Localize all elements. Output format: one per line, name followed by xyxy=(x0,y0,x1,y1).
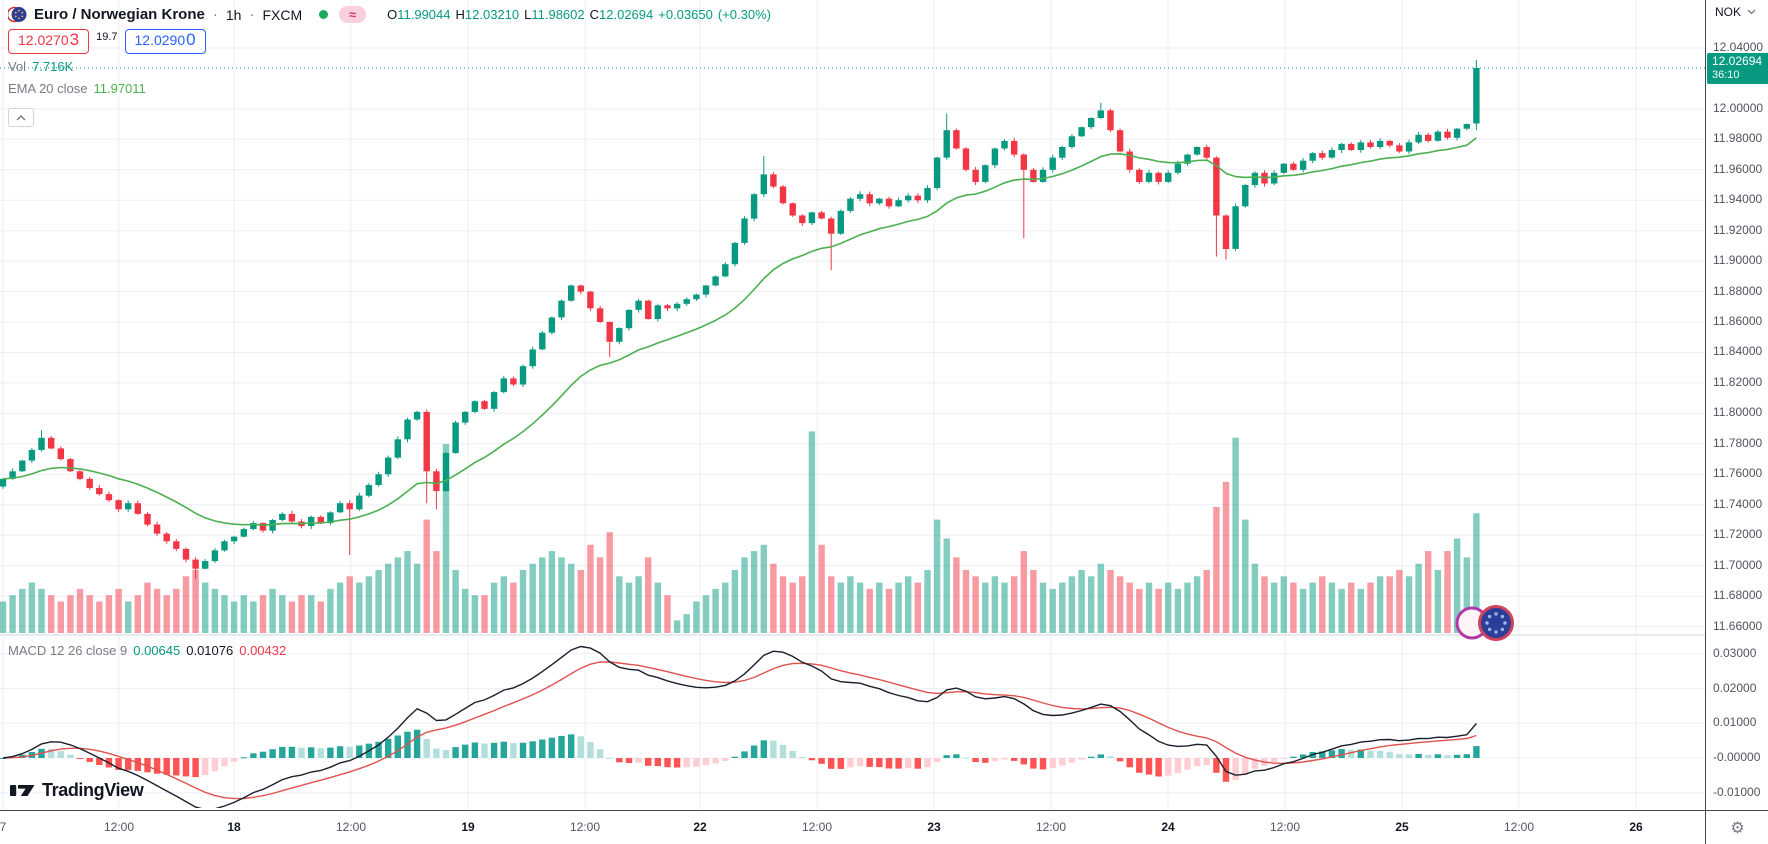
tradingview-logo-text: TradingView xyxy=(42,780,144,800)
price-tick-label: 11.90000 xyxy=(1713,253,1763,267)
price-tick-label: 11.98000 xyxy=(1713,131,1763,145)
ohlc-values: O11.99044 H12.03210 L11.98602 C12.02694 … xyxy=(387,7,771,22)
time-tick-label: 22 xyxy=(693,820,707,834)
buy-price-pip: 0 xyxy=(186,30,196,49)
volume-value: 7.716K xyxy=(32,59,74,74)
sell-price-button[interactable]: 12.0270 3 xyxy=(8,29,90,54)
symbol-pair-flag-icon xyxy=(8,5,27,24)
time-tick-label: 12:00 xyxy=(103,820,135,834)
price-tick-label: 11.84000 xyxy=(1713,344,1763,358)
collapse-legend-button[interactable] xyxy=(8,108,34,127)
macd-tick-label: 0.02000 xyxy=(1713,681,1757,695)
price-axis[interactable]: NOK 12.04000 12.00000 11.98000 11.96000 11.9… xyxy=(1705,0,1768,810)
time-tick-label: 7 xyxy=(0,820,7,834)
change-percent: (+0.30%) xyxy=(717,7,771,22)
time-axis[interactable]: 7 12:00 18 12:00 19 12:00 22 12:00 23 12:00 24 12:0… xyxy=(0,810,1705,844)
scale-settings-button[interactable]: ⚙ xyxy=(1705,810,1768,844)
time-tick-label: 12:00 xyxy=(569,820,601,834)
buy-price-value: 12.0290 xyxy=(134,32,186,48)
delayed-data-icon[interactable]: ≈ xyxy=(339,6,367,23)
symbol-legend-row[interactable]: Euro / Norwegian Krone · 1h · FXCM ≈ O11… xyxy=(8,5,771,24)
tradingview-watermark[interactable]: TradingView xyxy=(10,780,144,801)
macd-tick-label: 0.03000 xyxy=(1713,646,1757,660)
price-tick-label: 11.72000 xyxy=(1713,527,1763,541)
volume-label: Vol xyxy=(8,59,27,74)
bar-countdown: 36:10 xyxy=(1712,69,1740,81)
price-tick-label: 11.94000 xyxy=(1713,192,1763,206)
high-label: H xyxy=(455,7,465,22)
separator: · xyxy=(212,6,218,23)
price-tick-label: 11.96000 xyxy=(1713,162,1763,176)
gear-icon: ⚙ xyxy=(1730,819,1745,837)
price-tick-label: 11.74000 xyxy=(1713,497,1763,511)
time-tick-label: 24 xyxy=(1161,820,1175,834)
exchange-label: FXCM xyxy=(262,6,303,23)
time-tick-label: 26 xyxy=(1629,820,1643,834)
chevron-down-icon xyxy=(1747,9,1756,15)
ema-legend-row[interactable]: EMA 20 close 11.97011 xyxy=(8,81,146,96)
macd-legend-row[interactable]: MACD 12 26 close 9 0.00645 0.01076 0.004… xyxy=(8,643,286,658)
buy-price-button[interactable]: 12.0290 0 xyxy=(124,29,206,54)
price-tick-label: 11.92000 xyxy=(1713,223,1763,237)
price-tick-label: 11.76000 xyxy=(1713,466,1763,480)
time-tick-label: 12:00 xyxy=(1503,820,1535,834)
open-label: O xyxy=(387,7,398,22)
macd-label: MACD 12 26 close 9 xyxy=(8,643,128,658)
tradingview-logo-icon xyxy=(10,785,35,796)
macd-tick-label: -0.01000 xyxy=(1713,785,1761,799)
change-value: +0.03650 xyxy=(658,7,713,22)
time-tick-label: 18 xyxy=(227,820,241,834)
high-value: 12.03210 xyxy=(464,7,520,22)
ema-value: 11.97011 xyxy=(93,81,146,96)
chart-canvas[interactable] xyxy=(0,0,1705,810)
price-tick-label: 12.00000 xyxy=(1713,101,1764,115)
symbol-title[interactable]: Euro / Norwegian Krone xyxy=(34,6,205,23)
time-tick-label: 12:00 xyxy=(801,820,833,834)
quote-row: 12.0270 3 19.7 12.0290 0 xyxy=(8,29,206,54)
macd-tick-label: 0.01000 xyxy=(1713,715,1757,729)
last-price-value: 12.02694 xyxy=(1712,54,1763,68)
volume-legend-row[interactable]: Vol 7.716K xyxy=(8,59,73,74)
time-tick-label: 12:00 xyxy=(1269,820,1301,834)
time-tick-label: 23 xyxy=(927,820,941,834)
price-tick-label: 11.82000 xyxy=(1713,375,1763,389)
chevron-up-icon xyxy=(16,114,26,120)
close-label: C xyxy=(589,7,600,22)
sell-price-pip: 3 xyxy=(69,30,80,49)
time-tick-label: 12:00 xyxy=(335,820,367,834)
last-price-badge: 12.02694 36:10 xyxy=(1707,53,1768,84)
price-tick-label: 11.68000 xyxy=(1713,588,1763,602)
time-tick-label: 12:00 xyxy=(1035,820,1067,834)
currency-dropdown[interactable]: NOK xyxy=(1706,0,1768,24)
low-value: 11.98602 xyxy=(531,7,585,22)
macd-signal-value: 0.00432 xyxy=(239,643,287,658)
sell-price-value: 12.0270 xyxy=(18,32,69,48)
low-label: L xyxy=(524,7,532,22)
price-tick-label: 11.70000 xyxy=(1713,558,1763,572)
ema-label: EMA 20 close xyxy=(8,81,88,96)
separator: · xyxy=(249,6,255,23)
price-tick-label: 11.86000 xyxy=(1713,314,1763,328)
spread-value: 19.7 xyxy=(96,31,118,43)
macd-tick-label: -0.00000 xyxy=(1713,750,1761,764)
time-tick-label: 19 xyxy=(461,820,475,834)
close-value: 12.02694 xyxy=(599,7,654,22)
eu-flag-icon xyxy=(1478,605,1514,641)
currency-label: NOK xyxy=(1715,5,1742,19)
macd-hist-value: 0.00645 xyxy=(133,643,181,658)
price-tick-label: 11.78000 xyxy=(1713,436,1763,450)
symbol-pair-flags-marker xyxy=(1452,601,1528,650)
price-tick-label: 12.04000 xyxy=(1713,40,1764,54)
time-tick-label: 25 xyxy=(1395,820,1409,834)
price-tick-label: 11.80000 xyxy=(1713,405,1763,419)
open-value: 11.99044 xyxy=(397,7,451,22)
price-tick-label: 11.88000 xyxy=(1713,284,1763,298)
market-open-dot-icon[interactable] xyxy=(319,10,329,19)
price-tick-label: 11.66000 xyxy=(1713,619,1763,633)
macd-line-value: 0.01076 xyxy=(186,643,234,658)
interval-button[interactable]: 1h xyxy=(225,6,242,23)
